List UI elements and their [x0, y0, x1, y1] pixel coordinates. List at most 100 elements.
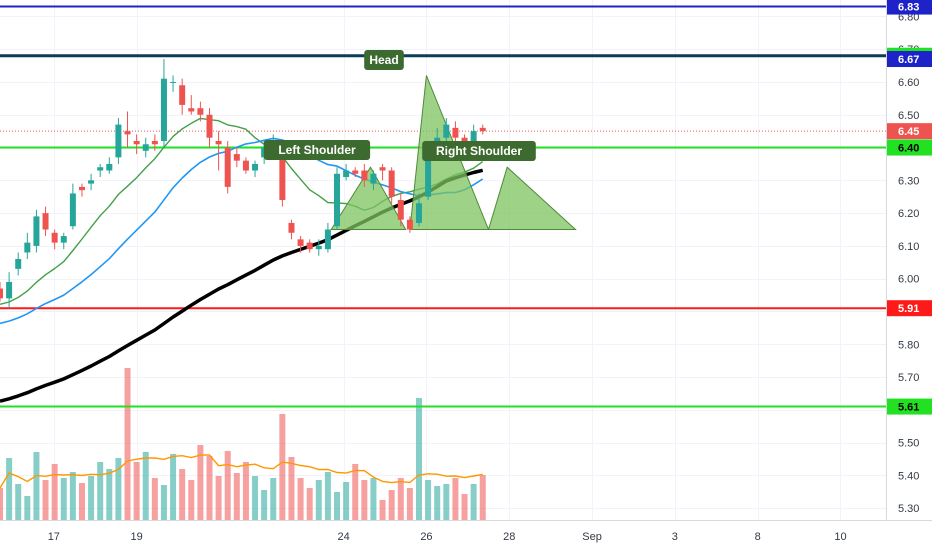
- volume-bar: [361, 480, 368, 520]
- volume-bar: [261, 490, 268, 520]
- price-badge-label: 6.83: [898, 2, 919, 14]
- price-badge-label: 6.45: [898, 126, 919, 138]
- candle-body: [324, 229, 331, 250]
- candle-body: [479, 127, 486, 132]
- volume-bar: [434, 486, 441, 520]
- price-badge: 5.91: [887, 300, 932, 317]
- volume-bar: [224, 451, 231, 520]
- candle-body: [252, 163, 259, 171]
- price-badge-box: [887, 51, 932, 68]
- volume-bar: [15, 484, 22, 520]
- price-tick-label: 6.50: [898, 110, 919, 122]
- candle-body: [315, 245, 322, 250]
- candle-body: [215, 140, 222, 145]
- price-badge: 6.45: [887, 123, 932, 140]
- price-axis-background: [886, 0, 932, 550]
- volume-bar: [115, 458, 122, 520]
- volume-bar: [170, 454, 177, 520]
- time-axis[interactable]: 17 19 24 26 28 Sep 3 8 10: [0, 520, 932, 544]
- time-tick-label: Sep: [582, 531, 602, 543]
- volume-bar: [33, 452, 40, 520]
- volume-bar: [388, 490, 395, 520]
- volume-moving-average: [0, 454, 483, 489]
- candle-body: [443, 124, 450, 138]
- candle-body: [425, 154, 432, 197]
- pattern-annotations: Head Left Shoulder Right Shoulder: [263, 50, 536, 161]
- medium-moving-average: [0, 137, 484, 325]
- grid-lines: [0, 0, 886, 520]
- volume-bar: [315, 480, 322, 520]
- volume-bar: [24, 496, 31, 520]
- time-tick-label: 28: [503, 531, 515, 543]
- candle-body: [197, 108, 204, 115]
- volume-bar: [124, 368, 131, 520]
- time-tick-label: 8: [755, 531, 761, 543]
- candle-body: [224, 147, 231, 187]
- candle-body: [415, 203, 422, 223]
- candle-body: [343, 170, 350, 178]
- annotation-left-shoulder: Left Shoulder: [263, 140, 371, 160]
- candle-body: [170, 81, 177, 83]
- volume-bar: [142, 452, 149, 520]
- volume-bar: [379, 500, 386, 520]
- candle-body: [88, 180, 95, 184]
- price-badge-label: 5.61: [898, 402, 919, 414]
- candle-body: [361, 170, 368, 181]
- price-tick-label: 5.80: [898, 339, 919, 351]
- price-badge-box: [887, 123, 932, 140]
- volume-bar: [425, 480, 432, 520]
- volume-bars: [0, 368, 486, 520]
- candle-body: [160, 78, 167, 141]
- candle-body: [352, 170, 359, 174]
- candle-body: [124, 131, 131, 135]
- price-badge-box: [887, 0, 932, 15]
- volume-bar: [352, 464, 359, 520]
- annotation-right-shoulder: Right Shoulder: [422, 141, 536, 161]
- price-axis[interactable]: 6.806.706.606.506.406.306.206.106.005.90…: [886, 0, 932, 550]
- volume-bar: [406, 488, 413, 520]
- volume-bar: [270, 478, 277, 520]
- volume-bar: [97, 462, 104, 520]
- candle-body: [206, 114, 213, 138]
- candle-body: [288, 222, 295, 233]
- candle-body: [452, 127, 459, 138]
- volume-bar: [415, 398, 422, 520]
- time-tick-label: 26: [420, 531, 432, 543]
- candle-body: [151, 140, 158, 145]
- candle-body: [106, 163, 113, 171]
- volume-bar: [42, 480, 49, 520]
- candle-body: [6, 281, 13, 299]
- candle-body: [334, 173, 341, 227]
- candle-body: [388, 170, 395, 197]
- volume-bar: [279, 414, 286, 520]
- price-badge-box: [887, 398, 932, 415]
- price-badge-box: [887, 139, 932, 156]
- volume-bar: [470, 484, 477, 520]
- candlesticks: [0, 59, 486, 309]
- candle-body: [0, 288, 3, 299]
- volume-bar: [6, 458, 13, 520]
- candle-body: [15, 259, 22, 269]
- volume-bar: [106, 469, 113, 520]
- volume-bar: [197, 445, 204, 520]
- price-badge: 5.61: [887, 398, 932, 415]
- volume-bar: [0, 488, 3, 520]
- volume-bar: [51, 464, 58, 520]
- price-tick-label: 5.50: [898, 438, 919, 450]
- candle-body: [297, 239, 304, 246]
- price-tick-label: 5.70: [898, 372, 919, 384]
- candle-body: [133, 140, 140, 145]
- volume-bar: [370, 478, 377, 520]
- annotation-box: [263, 140, 371, 160]
- volume-bar: [69, 472, 76, 520]
- annotation-label: Head: [369, 53, 398, 67]
- volume-bar: [297, 478, 304, 520]
- volume-bar: [78, 483, 85, 520]
- volume-bar: [60, 478, 67, 520]
- candle-body: [78, 186, 85, 191]
- time-tick-label: 17: [48, 531, 60, 543]
- candle-body: [188, 108, 195, 112]
- volume-bar: [306, 488, 313, 520]
- price-tick-label: 6.30: [898, 175, 919, 187]
